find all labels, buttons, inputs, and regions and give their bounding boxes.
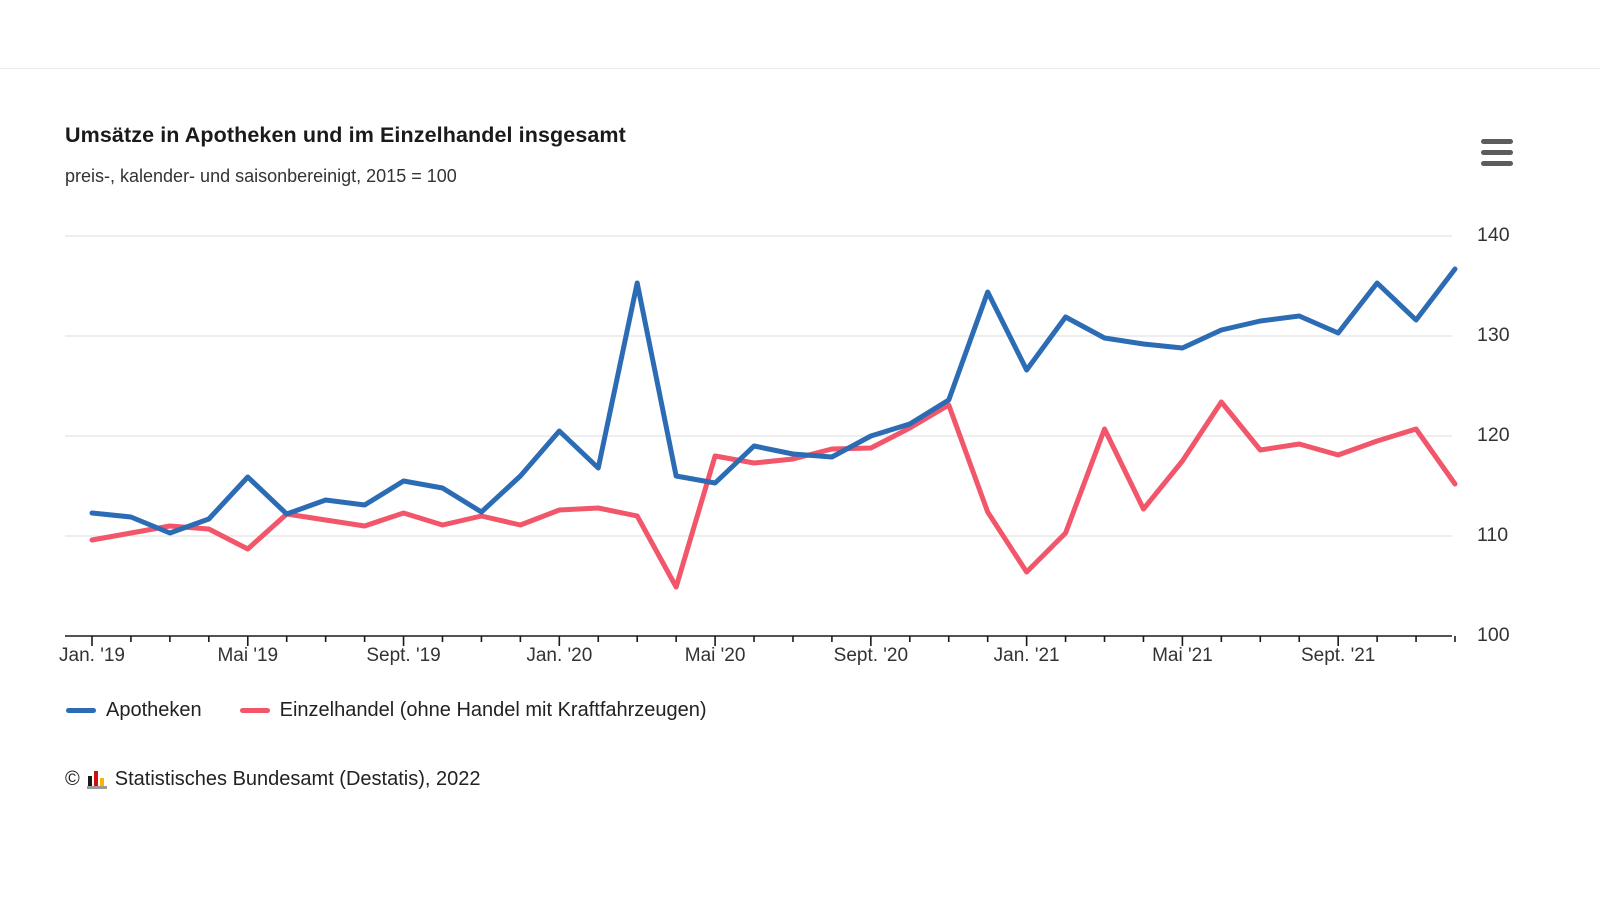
x-axis-label: Jan. '19 xyxy=(59,645,125,666)
y-axis-label: 110 xyxy=(1477,524,1509,546)
legend-item-apotheken: Apotheken xyxy=(66,699,202,722)
x-axis-label: Mai '19 xyxy=(217,645,279,666)
source-text: Statistisches Bundesamt (Destatis), 2022 xyxy=(114,768,481,790)
legend-item-einzelhandel: Einzelhandel (ohne Handel mit Kraftfahrz… xyxy=(239,699,707,722)
page-title: Umsätze in Apotheken und im Einzelhandel… xyxy=(65,123,626,147)
y-axis-label: 100 xyxy=(1477,624,1510,646)
menu-button[interactable] xyxy=(1479,137,1515,167)
page-subtitle: preis-, kalender- und saisonbereinigt, 2… xyxy=(65,166,457,186)
y-axis-label: 140 xyxy=(1477,224,1510,246)
y-axis-label: 130 xyxy=(1477,324,1510,346)
y-axis-label: 120 xyxy=(1477,424,1510,446)
copyright-symbol: © xyxy=(65,768,80,790)
apotheken-line-swatch xyxy=(66,708,96,713)
x-axis-label: Sept. '21 xyxy=(1300,645,1376,666)
x-axis-label: Mai '20 xyxy=(684,645,746,666)
einzelhandel-line-swatch xyxy=(239,708,270,713)
source-footer: © Statistisches Bundesamt (Destatis), 20… xyxy=(65,768,480,791)
chart-legend: Apotheken Einzelhandel (ohne Handel mit … xyxy=(66,699,707,722)
apotheken-line xyxy=(89,266,1458,536)
destatis-logo-icon xyxy=(86,769,108,791)
legend-label-einzelhandel: Einzelhandel (ohne Handel mit Kraftfahrz… xyxy=(279,699,707,721)
x-axis-label: Jan. '20 xyxy=(526,645,593,666)
einzelhandel-line xyxy=(89,399,1458,590)
x-axis-label: Jan. '21 xyxy=(993,645,1060,666)
top-divider xyxy=(0,68,1600,69)
x-axis-label: Sept. '19 xyxy=(366,645,441,666)
x-axis-label: Sept. '20 xyxy=(833,645,909,666)
x-axis-label: Mai '21 xyxy=(1152,645,1213,666)
legend-label-apotheken: Apotheken xyxy=(106,699,202,721)
